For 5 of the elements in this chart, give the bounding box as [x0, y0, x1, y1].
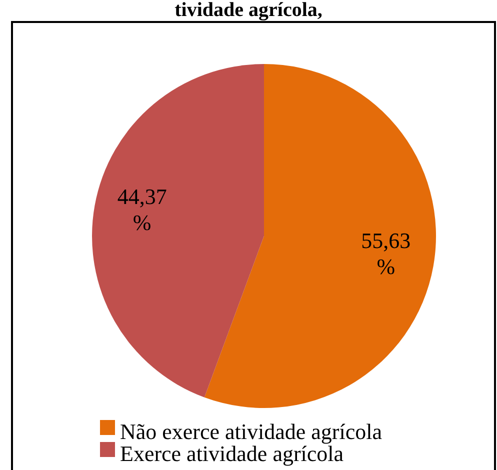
pie-slice	[204, 64, 436, 408]
pie-slice	[92, 64, 264, 398]
chart-title: tividade agrícola,	[174, 0, 322, 21]
data-label: 55,63 %	[361, 228, 411, 279]
data-label: 44,37 %	[117, 184, 167, 236]
